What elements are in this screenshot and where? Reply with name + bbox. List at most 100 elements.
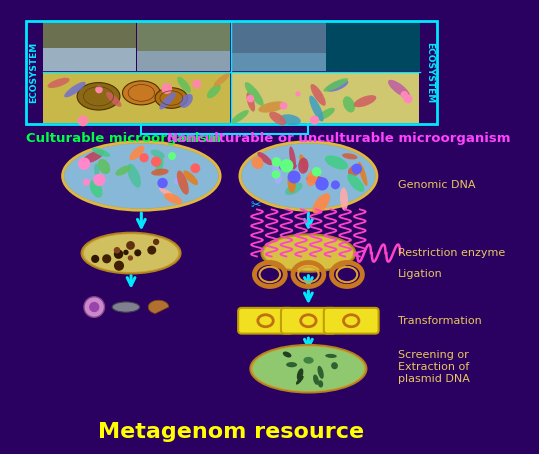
- Text: ECOSYSTEM: ECOSYSTEM: [425, 42, 434, 103]
- Circle shape: [114, 249, 123, 259]
- Ellipse shape: [299, 154, 307, 172]
- Ellipse shape: [213, 73, 230, 87]
- Text: Genomic DNA: Genomic DNA: [398, 179, 476, 189]
- Ellipse shape: [231, 110, 249, 124]
- Ellipse shape: [316, 108, 335, 120]
- Circle shape: [91, 255, 99, 263]
- Ellipse shape: [64, 82, 86, 97]
- Ellipse shape: [112, 302, 140, 312]
- Circle shape: [331, 180, 340, 189]
- FancyBboxPatch shape: [324, 308, 378, 334]
- Circle shape: [315, 177, 329, 191]
- Ellipse shape: [250, 345, 367, 393]
- Bar: [327, 22, 420, 71]
- Circle shape: [102, 254, 111, 263]
- Circle shape: [403, 94, 412, 104]
- Ellipse shape: [261, 234, 356, 272]
- Ellipse shape: [306, 175, 324, 183]
- Ellipse shape: [129, 146, 144, 160]
- Ellipse shape: [127, 164, 141, 188]
- Ellipse shape: [82, 150, 104, 163]
- Ellipse shape: [340, 188, 348, 211]
- Ellipse shape: [309, 95, 323, 122]
- Bar: [232, 54, 326, 71]
- Circle shape: [272, 170, 280, 179]
- Circle shape: [157, 178, 168, 188]
- Ellipse shape: [94, 163, 100, 176]
- Ellipse shape: [258, 101, 286, 113]
- Ellipse shape: [106, 92, 121, 107]
- Bar: [137, 22, 231, 71]
- Ellipse shape: [287, 170, 296, 193]
- Ellipse shape: [297, 368, 303, 380]
- Ellipse shape: [272, 163, 282, 184]
- Ellipse shape: [63, 142, 220, 210]
- Ellipse shape: [388, 80, 410, 98]
- Circle shape: [153, 239, 159, 245]
- Ellipse shape: [269, 112, 286, 125]
- Ellipse shape: [283, 351, 292, 357]
- FancyBboxPatch shape: [238, 308, 293, 334]
- Circle shape: [147, 246, 156, 255]
- Ellipse shape: [313, 375, 319, 385]
- Ellipse shape: [98, 159, 110, 174]
- Circle shape: [280, 102, 287, 110]
- Ellipse shape: [150, 149, 165, 158]
- Circle shape: [114, 247, 120, 253]
- Circle shape: [126, 241, 135, 250]
- Ellipse shape: [280, 114, 301, 125]
- Circle shape: [134, 249, 141, 257]
- Circle shape: [310, 115, 319, 125]
- Circle shape: [95, 86, 103, 94]
- Circle shape: [93, 174, 106, 186]
- Ellipse shape: [251, 156, 264, 169]
- Bar: [232, 73, 419, 123]
- FancyBboxPatch shape: [281, 308, 336, 334]
- Ellipse shape: [92, 148, 110, 157]
- Text: Screening or
Extraction of
plasmid DNA: Screening or Extraction of plasmid DNA: [398, 350, 470, 384]
- Circle shape: [83, 179, 90, 186]
- Ellipse shape: [289, 146, 296, 169]
- Bar: [232, 22, 326, 71]
- Circle shape: [247, 95, 254, 103]
- Ellipse shape: [245, 82, 264, 106]
- Circle shape: [140, 153, 149, 163]
- Ellipse shape: [331, 362, 338, 369]
- Circle shape: [295, 91, 301, 96]
- Circle shape: [78, 115, 88, 126]
- Ellipse shape: [326, 80, 348, 92]
- Ellipse shape: [174, 172, 186, 184]
- Ellipse shape: [303, 357, 314, 364]
- Circle shape: [89, 302, 99, 312]
- Circle shape: [78, 158, 91, 170]
- Ellipse shape: [241, 143, 375, 208]
- Ellipse shape: [84, 234, 178, 272]
- Ellipse shape: [253, 346, 364, 391]
- Circle shape: [400, 91, 408, 99]
- Ellipse shape: [155, 88, 188, 109]
- Circle shape: [280, 159, 293, 173]
- Ellipse shape: [325, 354, 337, 358]
- Ellipse shape: [310, 84, 326, 106]
- Ellipse shape: [240, 142, 377, 210]
- Circle shape: [272, 157, 281, 167]
- Ellipse shape: [207, 84, 221, 99]
- Ellipse shape: [285, 183, 302, 195]
- Circle shape: [151, 157, 161, 167]
- Circle shape: [168, 152, 176, 160]
- Ellipse shape: [342, 153, 357, 159]
- Ellipse shape: [64, 143, 218, 208]
- Bar: [137, 51, 231, 71]
- Circle shape: [192, 79, 201, 89]
- Circle shape: [161, 83, 172, 94]
- Ellipse shape: [279, 163, 297, 171]
- Ellipse shape: [307, 170, 318, 186]
- Ellipse shape: [323, 78, 348, 92]
- Text: Transformation: Transformation: [398, 316, 482, 326]
- Ellipse shape: [77, 83, 120, 110]
- Circle shape: [114, 261, 124, 271]
- Ellipse shape: [155, 158, 164, 175]
- Ellipse shape: [264, 236, 353, 270]
- Ellipse shape: [115, 165, 131, 176]
- Circle shape: [190, 163, 201, 173]
